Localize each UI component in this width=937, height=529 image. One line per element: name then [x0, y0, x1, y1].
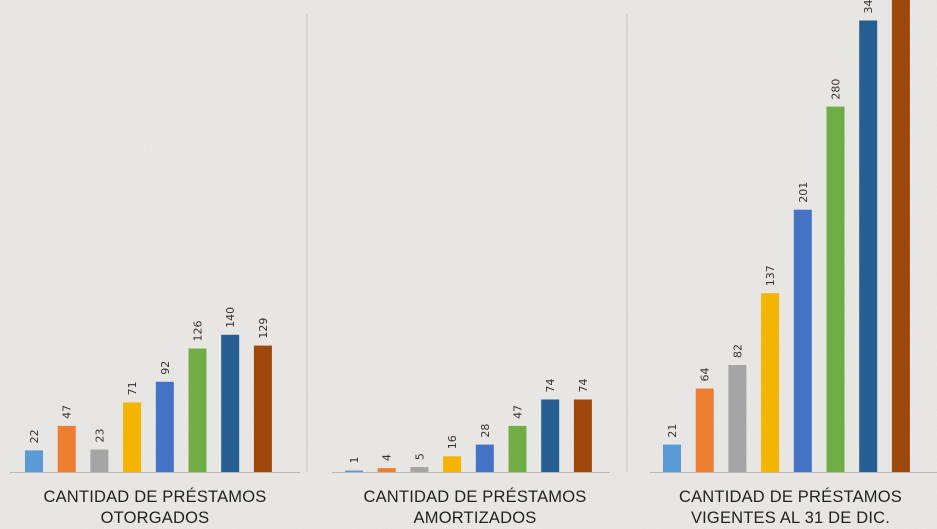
bars-layer: 22 47 23 71 92 126 140 129 1 4 5 16 28 47 74 74 21 64 82 13… [25, 0, 910, 472]
bar-label-vigentes-3: 82 [731, 344, 744, 358]
bar-otorgados-4 [123, 402, 142, 472]
caption-amortizados-line1: CANTIDAD DE PRÉSTAMOS [363, 488, 587, 506]
bar-vigentes-3 [728, 365, 747, 472]
caption-amortizados: CANTIDAD DE PRÉSTAMOS AMORTIZADOS [320, 487, 630, 529]
bar-vigentes-4 [761, 293, 780, 472]
bar-amortizados-6 [508, 425, 527, 472]
bar-label-amortizados-4: 16 [446, 435, 459, 449]
caption-vigentes-line1: CANTIDAD DE PRÉSTAMOS [678, 488, 902, 506]
bar-label-amortizados-7: 74 [544, 379, 557, 393]
bar-amortizados-1 [345, 470, 363, 472]
bar-otorgados-7 [221, 334, 240, 472]
bar-label-vigentes-2: 64 [699, 368, 712, 382]
bar-otorgados-3 [90, 449, 109, 472]
bar-amortizados-2 [377, 468, 396, 472]
caption-otorgados: CANTIDAD DE PRÉSTAMOS OTORGADOS [0, 487, 310, 529]
bar-amortizados-4 [443, 456, 462, 472]
bar-label-vigentes-6: 280 [830, 79, 843, 100]
caption-otorgados-line1: CANTIDAD DE PRÉSTAMOS [43, 488, 267, 506]
bar-otorgados-8 [253, 345, 272, 472]
bar-amortizados-5 [475, 444, 494, 472]
caption-amortizados-line2: AMORTIZADOS [413, 509, 537, 527]
bar-amortizados-7 [541, 399, 560, 472]
bar-label-amortizados-3: 5 [413, 453, 426, 460]
bar-vigentes-6 [826, 106, 845, 472]
bar-otorgados-6 [188, 348, 207, 472]
bar-label-amortizados-1: 1 [348, 457, 361, 464]
bar-label-amortizados-5: 28 [479, 424, 492, 438]
bar-label-vigentes-1: 21 [666, 424, 679, 438]
bar-label-otorgados-6: 126 [192, 321, 205, 342]
bar-label-otorgados-4: 71 [126, 381, 139, 395]
bar-otorgados-5 [155, 381, 174, 472]
caption-vigentes: CANTIDAD DE PRÉSTAMOS VIGENTES AL 31 DE … [644, 487, 937, 529]
bar-amortizados-3 [410, 467, 429, 472]
bar-vigentes-7 [859, 20, 878, 472]
bar-otorgados-1 [25, 450, 43, 472]
bar-label-amortizados-8: 74 [577, 379, 590, 393]
bar-vigentes-1 [663, 444, 681, 472]
bar-label-amortizados-6: 47 [512, 405, 525, 419]
bar-amortizados-8 [573, 399, 592, 472]
bar-vigentes-5 [793, 209, 812, 472]
caption-otorgados-line2: OTORGADOS [100, 509, 210, 527]
bar-label-vigentes-4: 137 [764, 265, 777, 286]
bar-otorgados-2 [57, 425, 76, 472]
bar-label-otorgados-5: 92 [159, 361, 172, 375]
bar-label-otorgados-2: 47 [61, 405, 74, 419]
bar-label-otorgados-1: 22 [28, 429, 41, 443]
bar-label-vigentes-7: 346 [862, 0, 875, 14]
bar-label-otorgados-8: 129 [257, 318, 270, 339]
bar-label-vigentes-5: 201 [797, 182, 810, 203]
bar-label-amortizados-2: 4 [381, 454, 394, 461]
bar-vigentes-8 [891, 0, 910, 472]
bar-vigentes-2 [695, 388, 714, 472]
bar-label-otorgados-7: 140 [224, 307, 237, 328]
caption-vigentes-line2: VIGENTES AL 31 DE DIC. [690, 509, 891, 527]
bar-label-otorgados-3: 23 [93, 429, 106, 443]
